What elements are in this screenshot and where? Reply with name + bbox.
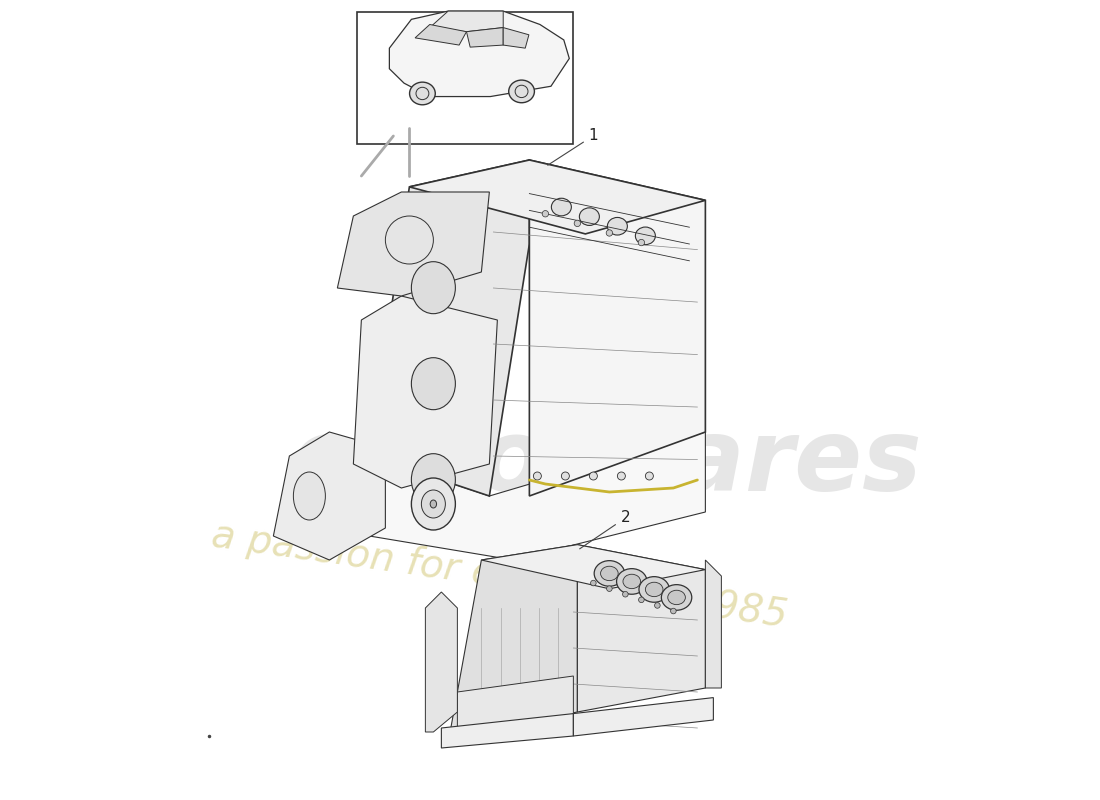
Polygon shape [503, 27, 529, 48]
Polygon shape [441, 714, 573, 748]
Ellipse shape [661, 585, 692, 610]
Ellipse shape [508, 80, 535, 102]
Polygon shape [430, 11, 503, 32]
Ellipse shape [668, 590, 685, 605]
Polygon shape [426, 592, 458, 732]
Ellipse shape [411, 262, 455, 314]
Text: eurospares: eurospares [289, 415, 922, 513]
Ellipse shape [411, 478, 455, 530]
Polygon shape [450, 545, 578, 736]
Polygon shape [409, 160, 705, 234]
Ellipse shape [594, 561, 625, 586]
Polygon shape [415, 25, 466, 45]
Polygon shape [705, 560, 722, 688]
Bar [358, 12, 573, 144]
Ellipse shape [617, 472, 626, 480]
Polygon shape [573, 698, 714, 736]
Polygon shape [578, 545, 705, 712]
Polygon shape [370, 160, 529, 496]
Ellipse shape [534, 472, 541, 480]
Ellipse shape [411, 358, 455, 410]
Polygon shape [529, 160, 705, 496]
Polygon shape [338, 192, 490, 296]
Ellipse shape [639, 597, 645, 602]
Polygon shape [389, 11, 570, 97]
Ellipse shape [654, 602, 660, 608]
Ellipse shape [606, 586, 613, 591]
Polygon shape [482, 545, 705, 589]
Ellipse shape [409, 82, 436, 105]
Ellipse shape [607, 218, 627, 235]
Ellipse shape [636, 227, 656, 245]
Ellipse shape [638, 239, 645, 246]
Ellipse shape [430, 500, 437, 508]
Ellipse shape [561, 472, 570, 480]
Ellipse shape [542, 210, 549, 217]
Text: 1: 1 [548, 128, 598, 166]
Ellipse shape [574, 220, 581, 226]
Ellipse shape [591, 580, 596, 586]
Polygon shape [458, 676, 573, 732]
Ellipse shape [294, 472, 326, 520]
Ellipse shape [623, 591, 628, 597]
Ellipse shape [639, 577, 670, 602]
Polygon shape [370, 432, 705, 560]
Ellipse shape [411, 454, 455, 506]
Polygon shape [466, 27, 503, 47]
Ellipse shape [623, 574, 640, 589]
Ellipse shape [601, 566, 618, 581]
Ellipse shape [646, 472, 653, 480]
Ellipse shape [617, 569, 647, 594]
Polygon shape [353, 296, 497, 488]
Ellipse shape [646, 582, 663, 597]
Text: 2: 2 [580, 510, 630, 549]
Ellipse shape [551, 198, 571, 216]
Ellipse shape [606, 230, 613, 236]
Polygon shape [274, 432, 385, 560]
Ellipse shape [590, 472, 597, 480]
Ellipse shape [421, 490, 446, 518]
Ellipse shape [580, 208, 600, 226]
Text: a passion for excellence 1985: a passion for excellence 1985 [209, 517, 790, 635]
Ellipse shape [671, 608, 676, 614]
